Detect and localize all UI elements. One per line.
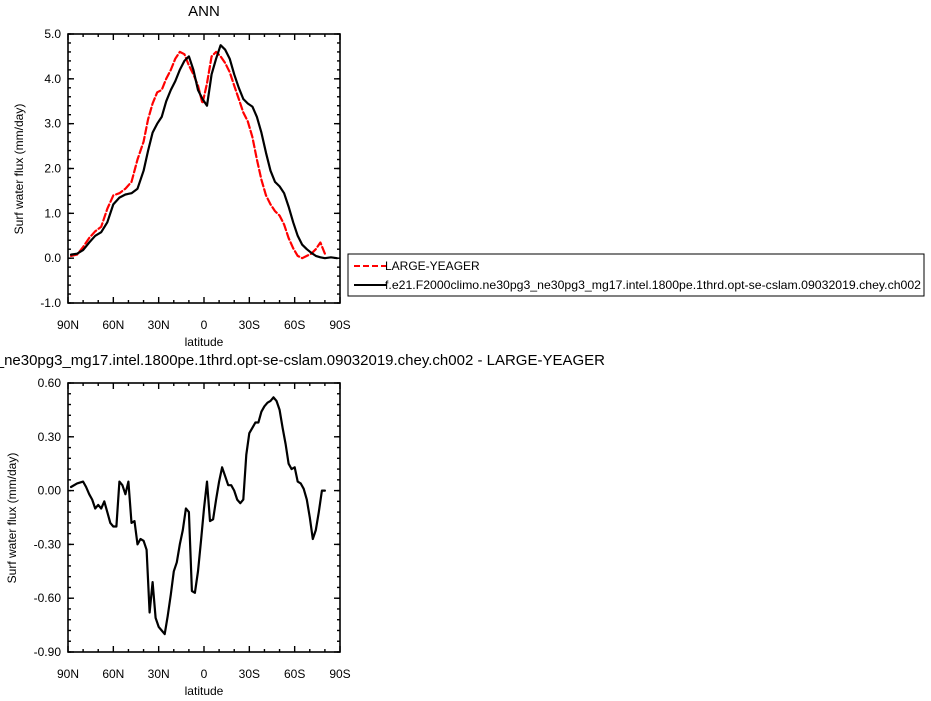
bottom-y-tick-label: 0.60	[38, 376, 62, 390]
top-panel: ANN 90N 60N 30N 0 30S 60S 90S -1.0 0.0 1.0 2.0 3.0 4…	[12, 3, 351, 349]
top-x-tick-label: 90N	[57, 318, 79, 332]
top-x-axis-label: latitude	[185, 335, 224, 349]
legend-box	[347, 253, 925, 297]
top-x-tick-label: 30N	[148, 318, 170, 332]
bottom-y-tick-label: -0.30	[34, 537, 62, 551]
legend: LARGE-YEAGER f.e21.F2000climo.ne30pg3_ne…	[347, 253, 925, 297]
bottom-y-tick-label: -0.60	[34, 591, 62, 605]
top-y-tick-label: 1.0	[44, 206, 61, 220]
bottom-axis-ticks: 90N 60N 30N 0 30S 60S 90S -0.90 -0.60 -0.30 0.00 0.…	[34, 376, 351, 681]
bottom-x-tick-label: 0	[201, 667, 208, 681]
top-x-tick-label: 30S	[239, 318, 260, 332]
bottom-x-tick-label: 60N	[102, 667, 124, 681]
top-axis-ticks: 90N 60N 30N 0 30S 60S 90S -1.0 0.0 1.0 2.0 3.0 4.0 5.…	[40, 27, 350, 332]
bottom-x-tick-label: 90N	[57, 667, 79, 681]
top-y-tick-label: 5.0	[44, 27, 61, 41]
bottom-y-axis-label: Surf water flux (mm/day)	[5, 453, 19, 584]
top-x-tick-label: 90S	[329, 318, 350, 332]
bottom-series-layer	[69, 396, 326, 636]
top-y-tick-label: 3.0	[44, 117, 61, 131]
bottom-x-tick-label: 30N	[148, 667, 170, 681]
bottom-y-tick-label: 0.30	[38, 430, 62, 444]
top-x-tick-label: 60N	[102, 318, 124, 332]
bottom-x-tick-label: 90S	[329, 667, 350, 681]
legend-label-ch002: f.e21.F2000climo.ne30pg3_ne30pg3_mg17.in…	[385, 278, 921, 292]
top-y-tick-label: 0.0	[44, 251, 61, 265]
top-x-tick-label: 0	[201, 318, 208, 332]
bottom-x-tick-label: 30S	[239, 667, 260, 681]
top-series-layer	[69, 44, 339, 260]
bottom-y-tick-label: 0.00	[38, 484, 62, 498]
bottom-x-tick-label: 60S	[284, 667, 305, 681]
bottom-x-axis-label: latitude	[185, 684, 224, 698]
bottom-chart-title: f.e21.F2000climo.ne30pg3_ne30pg3_mg17.in…	[0, 352, 605, 369]
top-chart-title: ANN	[188, 3, 220, 20]
top-y-tick-label: 2.0	[44, 162, 61, 176]
top-y-tick-label: -1.0	[40, 296, 61, 310]
top-y-axis-label: Surf water flux (mm/day)	[12, 104, 26, 235]
bottom-panel: f.e21.F2000climo.ne30pg3_ne30pg3_mg17.in…	[0, 352, 605, 698]
top-plot-frame	[67, 33, 341, 304]
legend-label-large-yeager: LARGE-YEAGER	[385, 259, 480, 273]
bottom-series-line-0	[69, 396, 326, 636]
bottom-y-tick-label: -0.90	[34, 645, 62, 659]
top-series-line-1	[69, 44, 339, 260]
top-x-tick-label: 60S	[284, 318, 305, 332]
top-series-line-0	[69, 50, 326, 260]
top-y-tick-label: 4.0	[44, 72, 61, 86]
